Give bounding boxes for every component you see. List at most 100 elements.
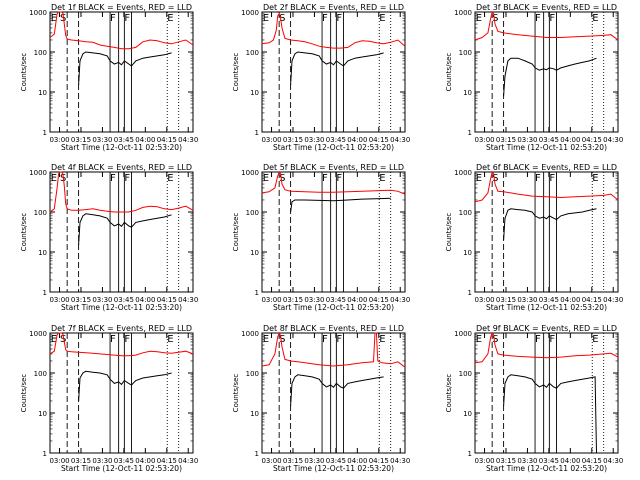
x-tick-label: 03:00 — [49, 136, 69, 144]
y-tick-label: 1 — [468, 289, 472, 297]
x-tick-label: 04:15 — [157, 457, 177, 465]
y-tick-label: 1 — [468, 450, 472, 458]
event-marker: F — [110, 173, 116, 184]
y-tick-label: 1 — [468, 129, 472, 137]
event-marker: F — [549, 334, 555, 345]
events-series-line — [290, 51, 384, 86]
x-tick-label: 04:00 — [347, 457, 367, 465]
event-marker: S — [492, 334, 498, 345]
event-marker: S — [279, 173, 285, 184]
event-marker: S — [492, 13, 498, 24]
x-tick-label: 03:30 — [304, 457, 324, 465]
y-tick-label: 1000 — [454, 9, 472, 17]
chart-panel: Det 7f BLACK = Events, RED = LLD 1 10 100 10… — [20, 324, 198, 473]
plot-frame — [474, 332, 619, 454]
y-tick-label: 100 — [246, 209, 259, 217]
event-marker: F — [110, 334, 116, 345]
event-marker: E — [592, 334, 598, 345]
lld-series-line — [49, 171, 194, 213]
x-tick-label: 03:15 — [71, 296, 91, 304]
event-marker: E — [263, 173, 269, 184]
plot-frame — [49, 332, 194, 454]
x-tick-label: 03:15 — [283, 457, 303, 465]
x-tick-label: 04:15 — [369, 296, 389, 304]
x-tick-label: 03:30 — [92, 296, 112, 304]
events-series-line — [290, 374, 384, 407]
x-tick-label: 03:00 — [261, 296, 281, 304]
x-tick-label: 04:00 — [135, 136, 155, 144]
event-marker: E — [592, 173, 598, 184]
x-tick-label: 04:30 — [390, 457, 410, 465]
x-tick-label: 03:15 — [496, 136, 516, 144]
chart-panel: Det 8f BLACK = Events, RED = LLD 1 10 100 10… — [232, 324, 410, 473]
event-marker: E — [51, 173, 57, 184]
events-series-line — [503, 208, 597, 241]
events-series-line — [503, 374, 604, 454]
y-tick-label: 100 — [459, 370, 472, 378]
x-tick-label: 04:30 — [390, 296, 410, 304]
y-tick-label: 1 — [43, 450, 47, 458]
x-tick-label: 03:45 — [114, 457, 134, 465]
x-tick-label: 03:45 — [326, 457, 346, 465]
chart-title: Det 3f BLACK = Events, RED = LLD — [476, 3, 617, 12]
y-tick-label: 10 — [38, 410, 47, 418]
x-tick-label: 03:30 — [517, 136, 537, 144]
y-tick-label: 100 — [459, 209, 472, 217]
lld-series-line — [49, 11, 194, 50]
x-tick-label: 03:00 — [474, 136, 494, 144]
chart-panel: Det 3f BLACK = Events, RED = LLD 1 10 100 10… — [445, 3, 623, 152]
y-tick-label: 1 — [255, 289, 259, 297]
y-tick-label: 1 — [255, 129, 259, 137]
y-tick-label: 10 — [463, 410, 472, 418]
event-marker: F — [124, 173, 130, 184]
y-tick-label: 100 — [34, 370, 47, 378]
lld-series-line — [49, 332, 194, 357]
event-marker: F — [336, 334, 342, 345]
event-marker: E — [379, 173, 385, 184]
x-axis-label: Start Time (12-Oct-11 02:53:20) — [273, 464, 394, 473]
event-marker: E — [263, 334, 269, 345]
x-axis-label: Start Time (12-Oct-11 02:53:20) — [273, 143, 394, 152]
chart-panel: Det 9f BLACK = Events, RED = LLD 1 10 100 10… — [445, 324, 623, 473]
x-axis-label: Start Time (12-Oct-11 02:53:20) — [61, 303, 182, 312]
x-axis-label: Start Time (12-Oct-11 02:53:20) — [486, 464, 607, 473]
x-tick-label: 03:30 — [304, 136, 324, 144]
plot-frame — [261, 332, 406, 454]
events-series-line — [78, 370, 172, 402]
event-marker: S — [279, 13, 285, 24]
x-tick-label: 03:45 — [539, 457, 559, 465]
events-series-line — [78, 51, 172, 86]
x-tick-label: 03:30 — [517, 457, 537, 465]
event-marker: F — [336, 173, 342, 184]
event-marker: E — [167, 173, 173, 184]
y-tick-label: 1000 — [241, 9, 259, 17]
x-tick-label: 03:30 — [304, 296, 324, 304]
event-marker: F — [110, 13, 116, 24]
x-axis-label: Start Time (12-Oct-11 02:53:20) — [273, 303, 394, 312]
y-axis-label: Counts/sec — [20, 53, 28, 92]
x-tick-label: 04:30 — [603, 296, 623, 304]
x-tick-label: 03:00 — [474, 457, 494, 465]
x-tick-label: 04:00 — [135, 296, 155, 304]
x-tick-label: 03:15 — [71, 457, 91, 465]
y-tick-label: 1 — [43, 289, 47, 297]
event-marker: F — [322, 13, 328, 24]
x-tick-label: 04:15 — [582, 457, 602, 465]
x-tick-label: 04:30 — [603, 136, 623, 144]
chart-title: Det 8f BLACK = Events, RED = LLD — [263, 324, 404, 333]
x-tick-label: 03:15 — [496, 457, 516, 465]
x-tick-label: 03:45 — [539, 136, 559, 144]
event-marker: F — [124, 13, 130, 24]
x-tick-label: 03:15 — [283, 296, 303, 304]
y-tick-label: 10 — [250, 249, 259, 257]
x-tick-label: 03:15 — [496, 296, 516, 304]
event-marker: E — [476, 173, 482, 184]
chart-title: Det 9f BLACK = Events, RED = LLD — [476, 324, 617, 333]
lld-series-line — [474, 170, 619, 203]
x-tick-label: 04:00 — [347, 136, 367, 144]
plot-frame — [261, 11, 406, 133]
y-tick-label: 1000 — [29, 9, 47, 17]
y-tick-label: 100 — [459, 49, 472, 57]
chart-panel: Det 1f BLACK = Events, RED = LLD 1 10 100 10… — [20, 3, 198, 152]
x-tick-label: 03:15 — [71, 136, 91, 144]
